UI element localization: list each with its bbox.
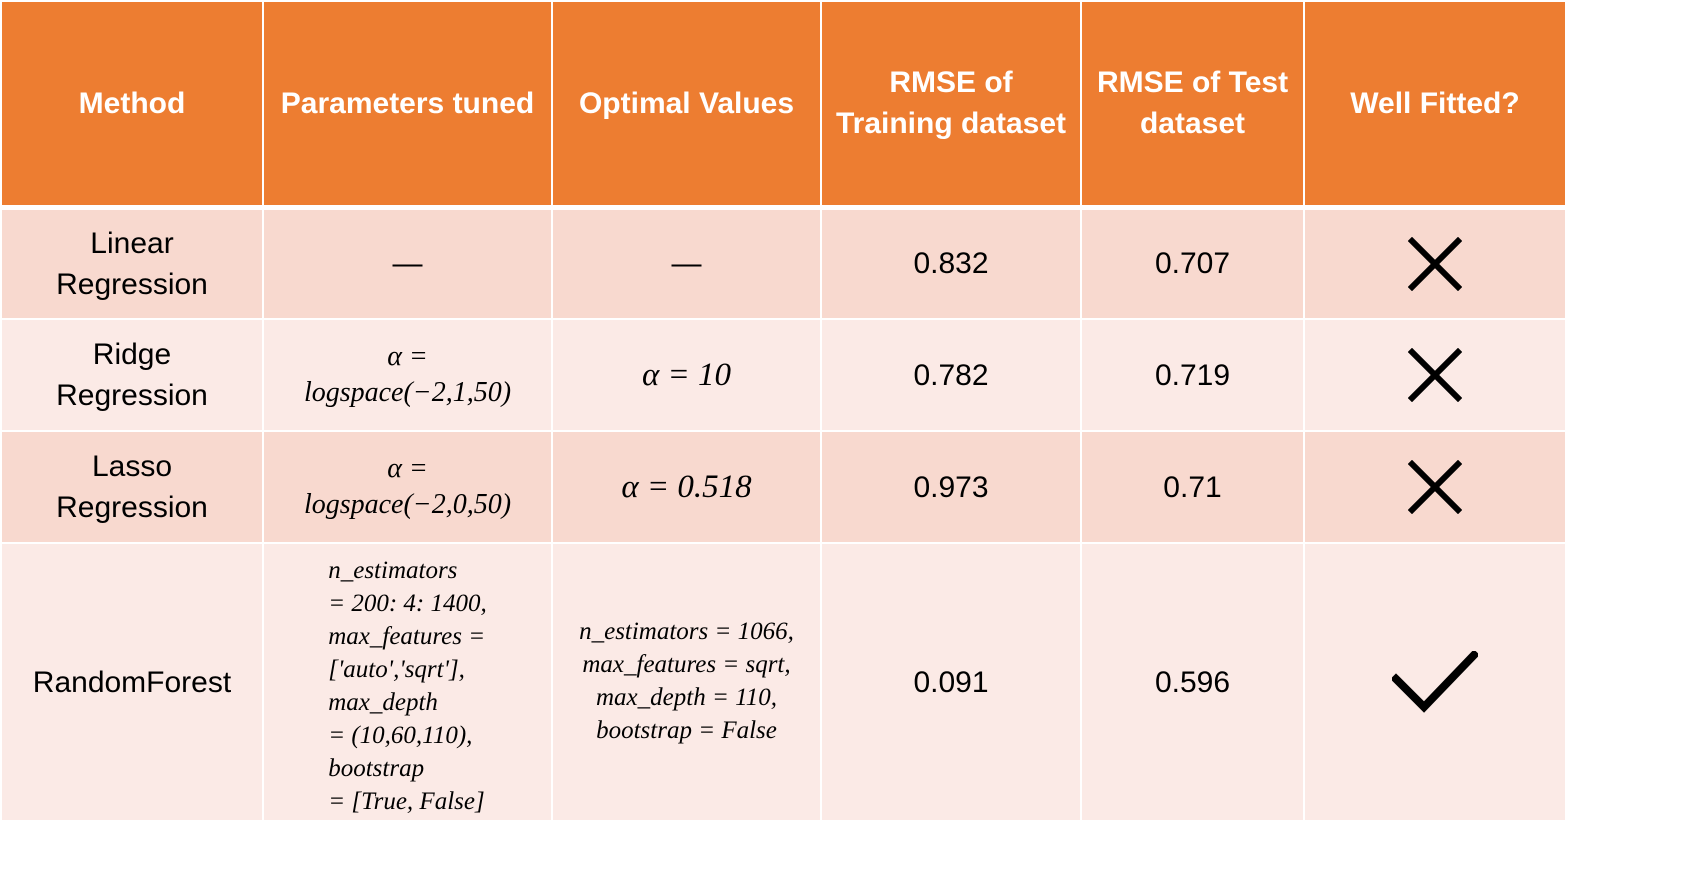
params-line1: α = bbox=[387, 341, 428, 372]
header-rmse-test-line1: RMSE of Test bbox=[1096, 66, 1289, 100]
method-name-line1: Linear bbox=[90, 226, 174, 260]
cross-icon bbox=[1408, 236, 1462, 291]
fitted-cell bbox=[1303, 542, 1567, 822]
header-method: Method bbox=[0, 0, 264, 210]
fitted-cell bbox=[1303, 206, 1567, 320]
header-rmse-train: RMSE of Training dataset bbox=[820, 0, 1082, 210]
method-name-line2: Regression bbox=[56, 379, 208, 412]
table-row: RandomForest n_estimators = 200: 4: 1400… bbox=[0, 542, 1567, 822]
rmse-train-cell: 0.091 bbox=[820, 542, 1082, 822]
table-row: Lasso Regression α = logspace(−2,0,50) α… bbox=[0, 430, 1567, 544]
method-cell: Linear Regression bbox=[0, 206, 264, 320]
rmse-test-cell: 0.719 bbox=[1080, 318, 1305, 432]
table-row: Linear Regression — — 0.832 0.707 bbox=[0, 206, 1567, 320]
rf-optimal-line: max_features = sqrt, bbox=[582, 651, 791, 678]
params-line1: α = bbox=[387, 453, 428, 484]
rmse-test-cell: 0.707 bbox=[1080, 206, 1305, 320]
method-name-line2: Regression bbox=[56, 491, 208, 524]
rf-param-line: n_estimators bbox=[328, 557, 458, 584]
params-cell: — bbox=[262, 206, 553, 320]
optimal-cell: n_estimators = 1066, max_features = sqrt… bbox=[551, 542, 822, 822]
optimal-cell: α = 10 bbox=[551, 318, 822, 432]
header-rmse-test: RMSE of Test dataset bbox=[1080, 0, 1305, 210]
header-row: Method Parameters tuned Optimal Values R… bbox=[0, 0, 1567, 210]
params-cell: α = logspace(−2,0,50) bbox=[262, 430, 553, 544]
check-icon bbox=[1392, 651, 1478, 713]
rmse-test-cell: 0.71 bbox=[1080, 430, 1305, 544]
params-cell: n_estimators = 200: 4: 1400, max_feature… bbox=[262, 542, 553, 822]
rf-optimal-list: n_estimators = 1066, max_features = sqrt… bbox=[579, 615, 794, 747]
rmse-train-cell: 0.973 bbox=[820, 430, 1082, 544]
rf-param-line: ['auto','sqrt'], bbox=[328, 656, 465, 683]
rf-param-line: max_features = bbox=[328, 623, 486, 650]
params-line2: logspace(−2,0,50) bbox=[303, 489, 512, 520]
header-well-fitted: Well Fitted? bbox=[1303, 0, 1567, 210]
header-optimal: Optimal Values bbox=[551, 0, 822, 210]
header-rmse-train-line1: RMSE of bbox=[889, 66, 1013, 100]
optimal-cell: α = 0.518 bbox=[551, 430, 822, 544]
rmse-train-cell: 0.782 bbox=[820, 318, 1082, 432]
params-cell: α = logspace(−2,1,50) bbox=[262, 318, 553, 432]
method-cell: Ridge Regression bbox=[0, 318, 264, 432]
method-name-line1: Ridge bbox=[92, 338, 172, 371]
table-row: Ridge Regression α = logspace(−2,1,50) α… bbox=[0, 318, 1567, 432]
model-comparison-table: Method Parameters tuned Optimal Values R… bbox=[0, 0, 1567, 822]
rmse-train-cell: 0.832 bbox=[820, 206, 1082, 320]
rf-param-line: = 200: 4: 1400, bbox=[328, 590, 487, 617]
rf-optimal-line: n_estimators = 1066, bbox=[579, 618, 794, 645]
rf-optimal-line: bootstrap = False bbox=[596, 717, 777, 744]
rf-optimal-line: max_depth = 110, bbox=[596, 684, 777, 711]
header-params: Parameters tuned bbox=[262, 0, 553, 210]
rf-param-line: max_depth bbox=[328, 689, 438, 716]
rf-param-line: bootstrap bbox=[328, 755, 425, 782]
params-line2: logspace(−2,1,50) bbox=[303, 377, 512, 408]
rf-param-line: = (10,60,110), bbox=[328, 722, 473, 749]
method-cell: RandomForest bbox=[0, 542, 264, 822]
header-rmse-train-line2: Training dataset bbox=[835, 107, 1067, 141]
rf-param-line: = [True, False] bbox=[328, 788, 485, 815]
method-name-line1: Lasso bbox=[91, 450, 173, 483]
method-name-line2: Regression bbox=[56, 267, 208, 301]
fitted-cell bbox=[1303, 318, 1567, 432]
method-cell: Lasso Regression bbox=[0, 430, 264, 544]
rf-params-list: n_estimators = 200: 4: 1400, max_feature… bbox=[328, 554, 487, 818]
results-table-container: Method Parameters tuned Optimal Values R… bbox=[0, 0, 1567, 822]
optimal-cell: — bbox=[551, 206, 822, 320]
cross-icon bbox=[1408, 460, 1462, 514]
header-rmse-test-line2: dataset bbox=[1139, 107, 1246, 141]
rmse-test-cell: 0.596 bbox=[1080, 542, 1305, 822]
cross-icon bbox=[1408, 348, 1462, 402]
fitted-cell bbox=[1303, 430, 1567, 544]
